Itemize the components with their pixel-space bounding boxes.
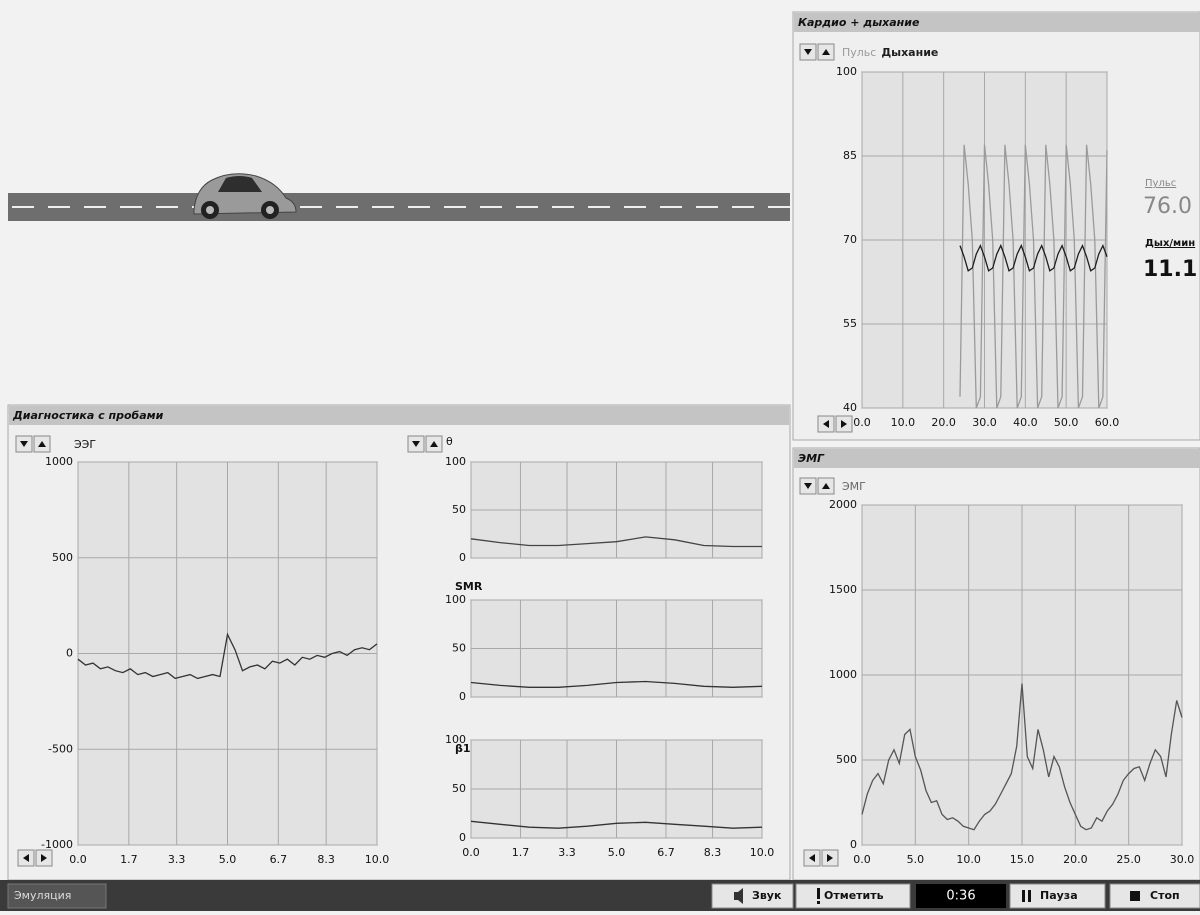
x-tick-label: 0.0 xyxy=(462,846,480,859)
legend-entry: Пульс xyxy=(842,46,876,59)
y-tick-label: 1000 xyxy=(829,668,857,681)
mark-icon xyxy=(817,888,820,899)
y-tick-label: 1500 xyxy=(829,583,857,596)
readout-value: 11.1 xyxy=(1143,257,1197,282)
x-tick-label: 0.0 xyxy=(853,416,871,429)
mark-label: Отметить xyxy=(824,889,884,902)
y-tick-label: 2000 xyxy=(829,498,857,511)
x-tick-label: 1.7 xyxy=(512,846,530,859)
x-tick-label: 10.0 xyxy=(365,853,390,866)
pause-icon xyxy=(1022,890,1025,902)
x-tick-label: 5.0 xyxy=(907,853,925,866)
x-tick-label: 10.0 xyxy=(956,853,981,866)
y-tick-label: 0 xyxy=(850,838,857,851)
legend-entry: Дыхание xyxy=(881,46,938,59)
x-tick-label: 50.0 xyxy=(1054,416,1079,429)
chart-label: SMR xyxy=(455,580,483,593)
x-tick-label: 0.0 xyxy=(853,853,871,866)
y-tick-label: 100 xyxy=(445,593,466,606)
y-tick-label: 85 xyxy=(843,149,857,162)
x-tick-label: 40.0 xyxy=(1013,416,1038,429)
x-tick-label: 3.3 xyxy=(168,853,186,866)
x-tick-label: 0.0 xyxy=(69,853,87,866)
stop-icon xyxy=(1130,891,1140,901)
y-tick-label: 50 xyxy=(452,642,466,655)
x-tick-label: 6.7 xyxy=(270,853,288,866)
x-tick-label: 5.0 xyxy=(219,853,237,866)
y-tick-label: 55 xyxy=(843,317,857,330)
y-tick-label: 70 xyxy=(843,233,857,246)
y-tick-label: 50 xyxy=(452,782,466,795)
readout-label: Дых/мин xyxy=(1145,238,1195,249)
x-tick-label: 30.0 xyxy=(1170,853,1195,866)
stop-label: Стоп xyxy=(1150,889,1180,902)
y-tick-label: 100 xyxy=(445,455,466,468)
chart-label: ЭЭГ xyxy=(74,438,96,451)
y-tick-label: 0 xyxy=(459,831,466,844)
mode-label: Эмуляция xyxy=(14,889,71,902)
x-tick-label: 20.0 xyxy=(1063,853,1088,866)
mark-icon xyxy=(817,901,820,904)
y-tick-label: 0 xyxy=(66,647,73,660)
x-tick-label: 8.3 xyxy=(704,846,722,859)
readout-value: 76.0 xyxy=(1143,194,1192,219)
x-tick-label: 20.0 xyxy=(931,416,956,429)
panel-title: Кардио + дыхание xyxy=(798,16,920,29)
x-tick-label: 10.0 xyxy=(750,846,775,859)
y-tick-label: 1000 xyxy=(45,455,73,468)
x-tick-label: 8.3 xyxy=(317,853,335,866)
sound-label: Звук xyxy=(752,889,782,902)
timer-value: 0:36 xyxy=(946,889,975,904)
x-tick-label: 10.0 xyxy=(891,416,916,429)
x-tick-label: 25.0 xyxy=(1116,853,1141,866)
y-tick-label: 0 xyxy=(459,690,466,703)
pause-label: Пауза xyxy=(1040,889,1078,902)
screen: Кардио + дыхание Диагностика с пробами Э… xyxy=(0,0,1200,911)
y-tick-label: 500 xyxy=(836,753,857,766)
x-tick-label: 3.3 xyxy=(558,846,576,859)
y-tick-label: 100 xyxy=(836,65,857,78)
y-tick-label: 100 xyxy=(445,733,466,746)
y-tick-label: 500 xyxy=(52,551,73,564)
x-tick-label: 5.0 xyxy=(608,846,626,859)
y-tick-label: 0 xyxy=(459,551,466,564)
y-tick-label: -1000 xyxy=(41,838,73,851)
y-tick-label: 40 xyxy=(843,401,857,414)
panel-title: Диагностика с пробами xyxy=(12,409,164,422)
x-tick-label: 6.7 xyxy=(657,846,675,859)
chart-label: θ xyxy=(446,435,453,448)
readout-label: Пульс xyxy=(1145,178,1176,189)
panel-header xyxy=(794,449,1200,468)
y-tick-label: 50 xyxy=(452,503,466,516)
y-tick-label: -500 xyxy=(48,742,73,755)
x-tick-label: 60.0 xyxy=(1095,416,1120,429)
x-tick-label: 1.7 xyxy=(120,853,138,866)
x-tick-label: 15.0 xyxy=(1010,853,1035,866)
panel-title: ЭМГ xyxy=(798,452,825,465)
x-tick-label: 30.0 xyxy=(972,416,997,429)
pause-icon xyxy=(1028,890,1031,902)
chart-label: ЭМГ xyxy=(842,480,866,493)
